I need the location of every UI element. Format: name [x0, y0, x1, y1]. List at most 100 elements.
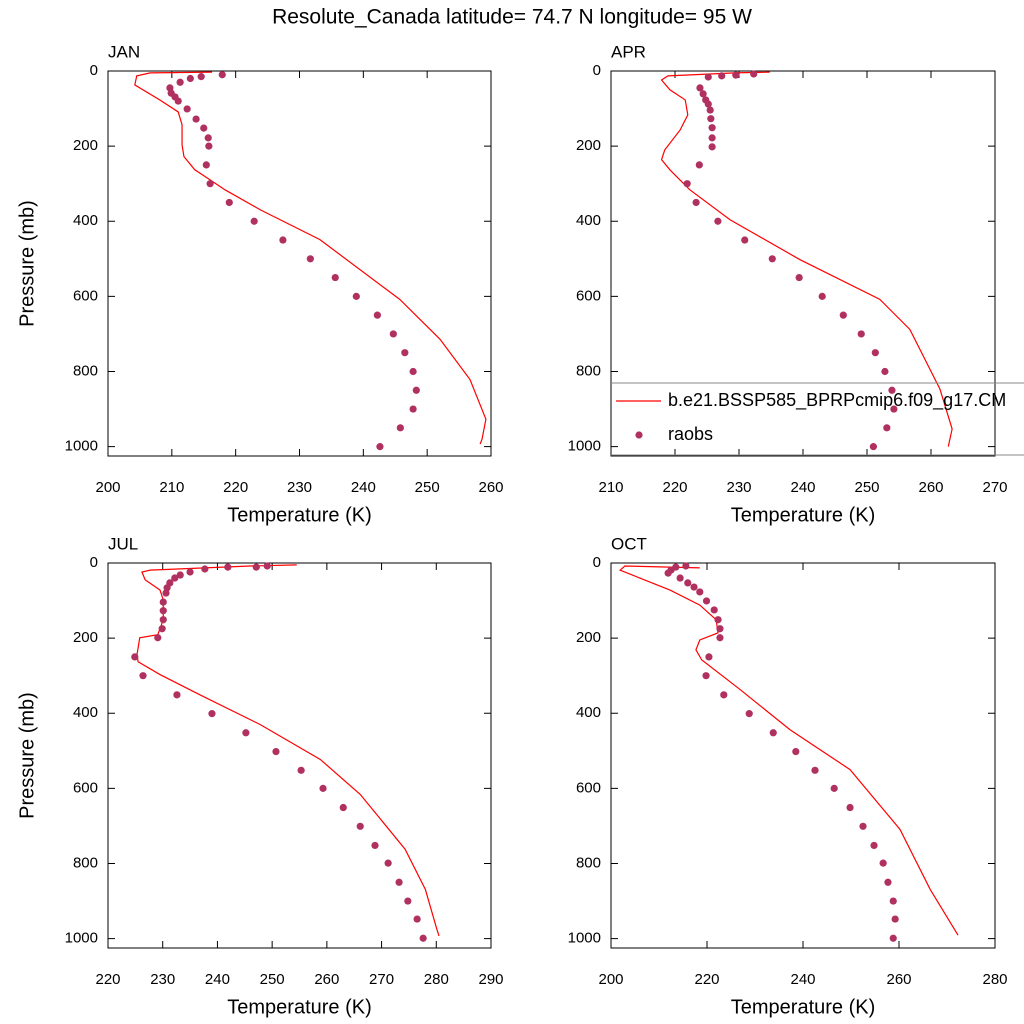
- raobs-point: [695, 161, 703, 169]
- raobs-point: [404, 897, 412, 905]
- x-tick-label: 210: [598, 479, 623, 496]
- raobs-point: [206, 180, 214, 188]
- model-line: [136, 564, 440, 937]
- raobs-point: [857, 330, 865, 338]
- raobs-point: [768, 255, 776, 263]
- y-tick-label: 0: [593, 554, 601, 571]
- raobs-point: [716, 625, 724, 633]
- raobs-point: [692, 198, 700, 207]
- raobs-point: [409, 405, 417, 413]
- raobs-point: [412, 386, 420, 394]
- y-tick-label: 600: [73, 287, 98, 304]
- raobs-point: [682, 562, 690, 570]
- x-tick-label: 250: [260, 971, 285, 988]
- raobs-point: [795, 273, 803, 282]
- plot-frame: [107, 562, 492, 949]
- y-tick-label: 1000: [65, 438, 98, 455]
- raobs-point: [732, 71, 740, 79]
- raobs-point: [131, 653, 139, 661]
- raobs-point: [684, 579, 692, 587]
- raobs-point: [881, 367, 889, 376]
- y-tick-label: 800: [576, 854, 601, 871]
- x-tick-label: 280: [424, 971, 449, 988]
- y-tick-label: 1000: [568, 438, 601, 455]
- x-tick-label: 290: [478, 971, 503, 988]
- y-axis-label: Pressure (mb): [16, 692, 38, 819]
- model-line: [660, 71, 953, 447]
- y-tick-label: 600: [576, 287, 601, 304]
- x-axis-label: Temperature (K): [227, 996, 372, 1018]
- raobs-point: [409, 367, 417, 376]
- raobs-point: [706, 106, 714, 114]
- raobs-point: [696, 84, 704, 92]
- raobs-point: [225, 198, 233, 207]
- raobs-point: [871, 349, 879, 357]
- y-axis-label: Pressure (mb): [16, 200, 38, 327]
- raobs-point: [389, 330, 397, 338]
- raobs-point: [884, 878, 892, 886]
- chart-title: Resolute_Canada latitude= 74.7 N longitu…: [272, 6, 752, 29]
- x-axis-label: Temperature (K): [227, 504, 372, 526]
- model-line: [134, 71, 487, 445]
- raobs-point: [224, 563, 232, 571]
- raobs-point: [263, 562, 271, 570]
- x-tick-label: 240: [205, 971, 230, 988]
- x-tick-label: 240: [351, 479, 376, 496]
- raobs-point: [319, 784, 327, 792]
- raobs-point: [352, 292, 360, 300]
- raobs-point: [373, 311, 381, 319]
- raobs-point: [159, 616, 167, 624]
- x-axis-label: Temperature (K): [731, 504, 876, 526]
- x-tick-label: 200: [598, 971, 623, 988]
- raobs-point: [159, 607, 167, 615]
- raobs-point: [401, 349, 409, 357]
- raobs-point: [201, 565, 209, 573]
- raobs-point: [202, 161, 210, 169]
- raobs-point: [384, 859, 392, 867]
- raobs-point: [750, 70, 758, 78]
- raobs-point: [297, 766, 305, 774]
- raobs-point: [720, 691, 728, 699]
- raobs-point: [204, 134, 212, 142]
- x-tick-label: 250: [854, 479, 879, 496]
- raobs-point: [186, 568, 194, 576]
- raobs-point: [218, 71, 226, 79]
- y-tick-label: 400: [73, 704, 98, 721]
- raobs-point: [745, 710, 753, 718]
- model-line: [618, 565, 959, 936]
- y-tick-label: 800: [576, 362, 601, 379]
- raobs-point: [710, 606, 718, 614]
- raobs-point: [376, 443, 384, 451]
- raobs-point: [839, 311, 847, 319]
- raobs-point: [205, 142, 213, 150]
- raobs-point: [279, 236, 287, 244]
- panel-title: JUL: [108, 534, 138, 553]
- x-tick-label: 260: [478, 479, 503, 496]
- raobs-point: [162, 589, 170, 597]
- raobs-point: [890, 405, 898, 413]
- y-tick-label: 200: [576, 137, 601, 154]
- raobs-point: [242, 729, 250, 737]
- x-tick-label: 260: [918, 479, 943, 496]
- x-tick-label: 220: [95, 971, 120, 988]
- raobs-point: [704, 100, 712, 108]
- raobs-point: [154, 634, 162, 642]
- raobs-point: [811, 766, 819, 774]
- y-tick-label: 0: [593, 62, 601, 79]
- raobs-point: [741, 236, 749, 244]
- x-tick-label: 220: [694, 971, 719, 988]
- raobs-point: [173, 691, 181, 699]
- x-tick-label: 270: [369, 971, 394, 988]
- x-tick-label: 230: [150, 971, 175, 988]
- raobs-point: [704, 73, 712, 81]
- panel-title: APR: [611, 42, 646, 61]
- raobs-point: [714, 616, 722, 624]
- x-tick-label: 200: [95, 479, 120, 496]
- legend-label: b.e21.BSSP585_BPRPcmip6.f09_g17.CM: [668, 390, 1006, 411]
- raobs-point: [664, 569, 672, 577]
- x-tick-label: 230: [287, 479, 312, 496]
- raobs-point: [718, 72, 726, 80]
- x-tick-label: 230: [726, 479, 751, 496]
- x-tick-label: 240: [790, 971, 815, 988]
- raobs-point: [859, 822, 867, 830]
